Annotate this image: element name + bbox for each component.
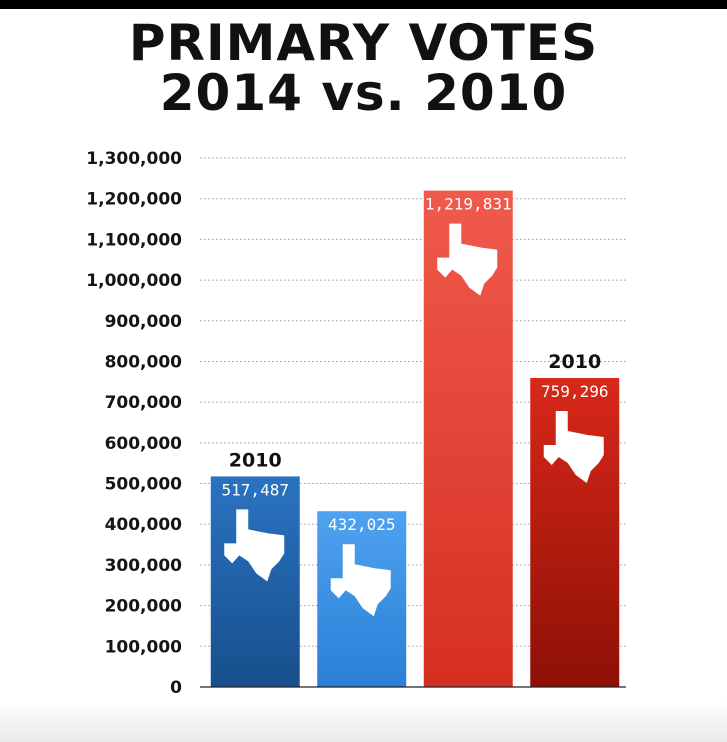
year-annotation-white: 2010 xyxy=(229,449,282,471)
value-label-davis: 432,025 xyxy=(328,515,395,534)
title-line-2: 2014 vs. 2010 xyxy=(159,64,568,122)
bar-perry xyxy=(530,378,620,687)
top-border xyxy=(0,0,727,9)
texas-state-shape xyxy=(330,544,391,617)
y-tick-label: 0 xyxy=(170,678,182,698)
grid-lines xyxy=(200,157,626,647)
bar-white xyxy=(210,476,300,687)
year-annotation-perry: 2010 xyxy=(548,351,601,373)
value-label-white: 517,487 xyxy=(222,480,289,499)
y-axis-ticks: 0 100,000 200,000 300,000 400,000 500,000 600,… xyxy=(86,149,182,698)
bottom-band xyxy=(0,702,727,742)
y-tick-label: 300,000 xyxy=(105,556,183,576)
y-tick-label: 600,000 xyxy=(105,434,183,454)
y-tick-label: 1,100,000 xyxy=(86,230,182,250)
y-tick-label: 1,300,000 xyxy=(86,149,182,169)
y-tick-label: 700,000 xyxy=(105,393,183,413)
y-tick-label: 500,000 xyxy=(105,475,183,495)
texas-state-icon xyxy=(330,544,391,617)
bars: 517,487 2010 432,025 1,219,831 759,296 2010 xyxy=(210,190,620,687)
texas-state-shape xyxy=(437,223,498,296)
y-tick-label: 1,200,000 xyxy=(86,190,182,210)
texas-state-icon xyxy=(543,411,604,484)
y-tick-label: 900,000 xyxy=(105,312,183,332)
texas-state-shape xyxy=(224,509,285,582)
y-tick-label: 1,000,000 xyxy=(86,271,182,291)
title-line-1: PRIMARY VOTES xyxy=(128,14,599,72)
y-tick-label: 400,000 xyxy=(105,515,183,535)
texas-state-icon xyxy=(224,509,285,582)
chart-title: PRIMARY VOTES 2014 vs. 2010 xyxy=(0,18,727,118)
value-label-abbott: 1,219,831 xyxy=(425,195,512,214)
texas-state-shape xyxy=(543,411,604,484)
y-tick-label: 100,000 xyxy=(105,637,183,657)
texas-state-icon xyxy=(437,223,498,296)
y-tick-label: 800,000 xyxy=(105,352,183,372)
value-label-perry: 759,296 xyxy=(541,382,608,401)
y-tick-label: 200,000 xyxy=(105,597,183,617)
